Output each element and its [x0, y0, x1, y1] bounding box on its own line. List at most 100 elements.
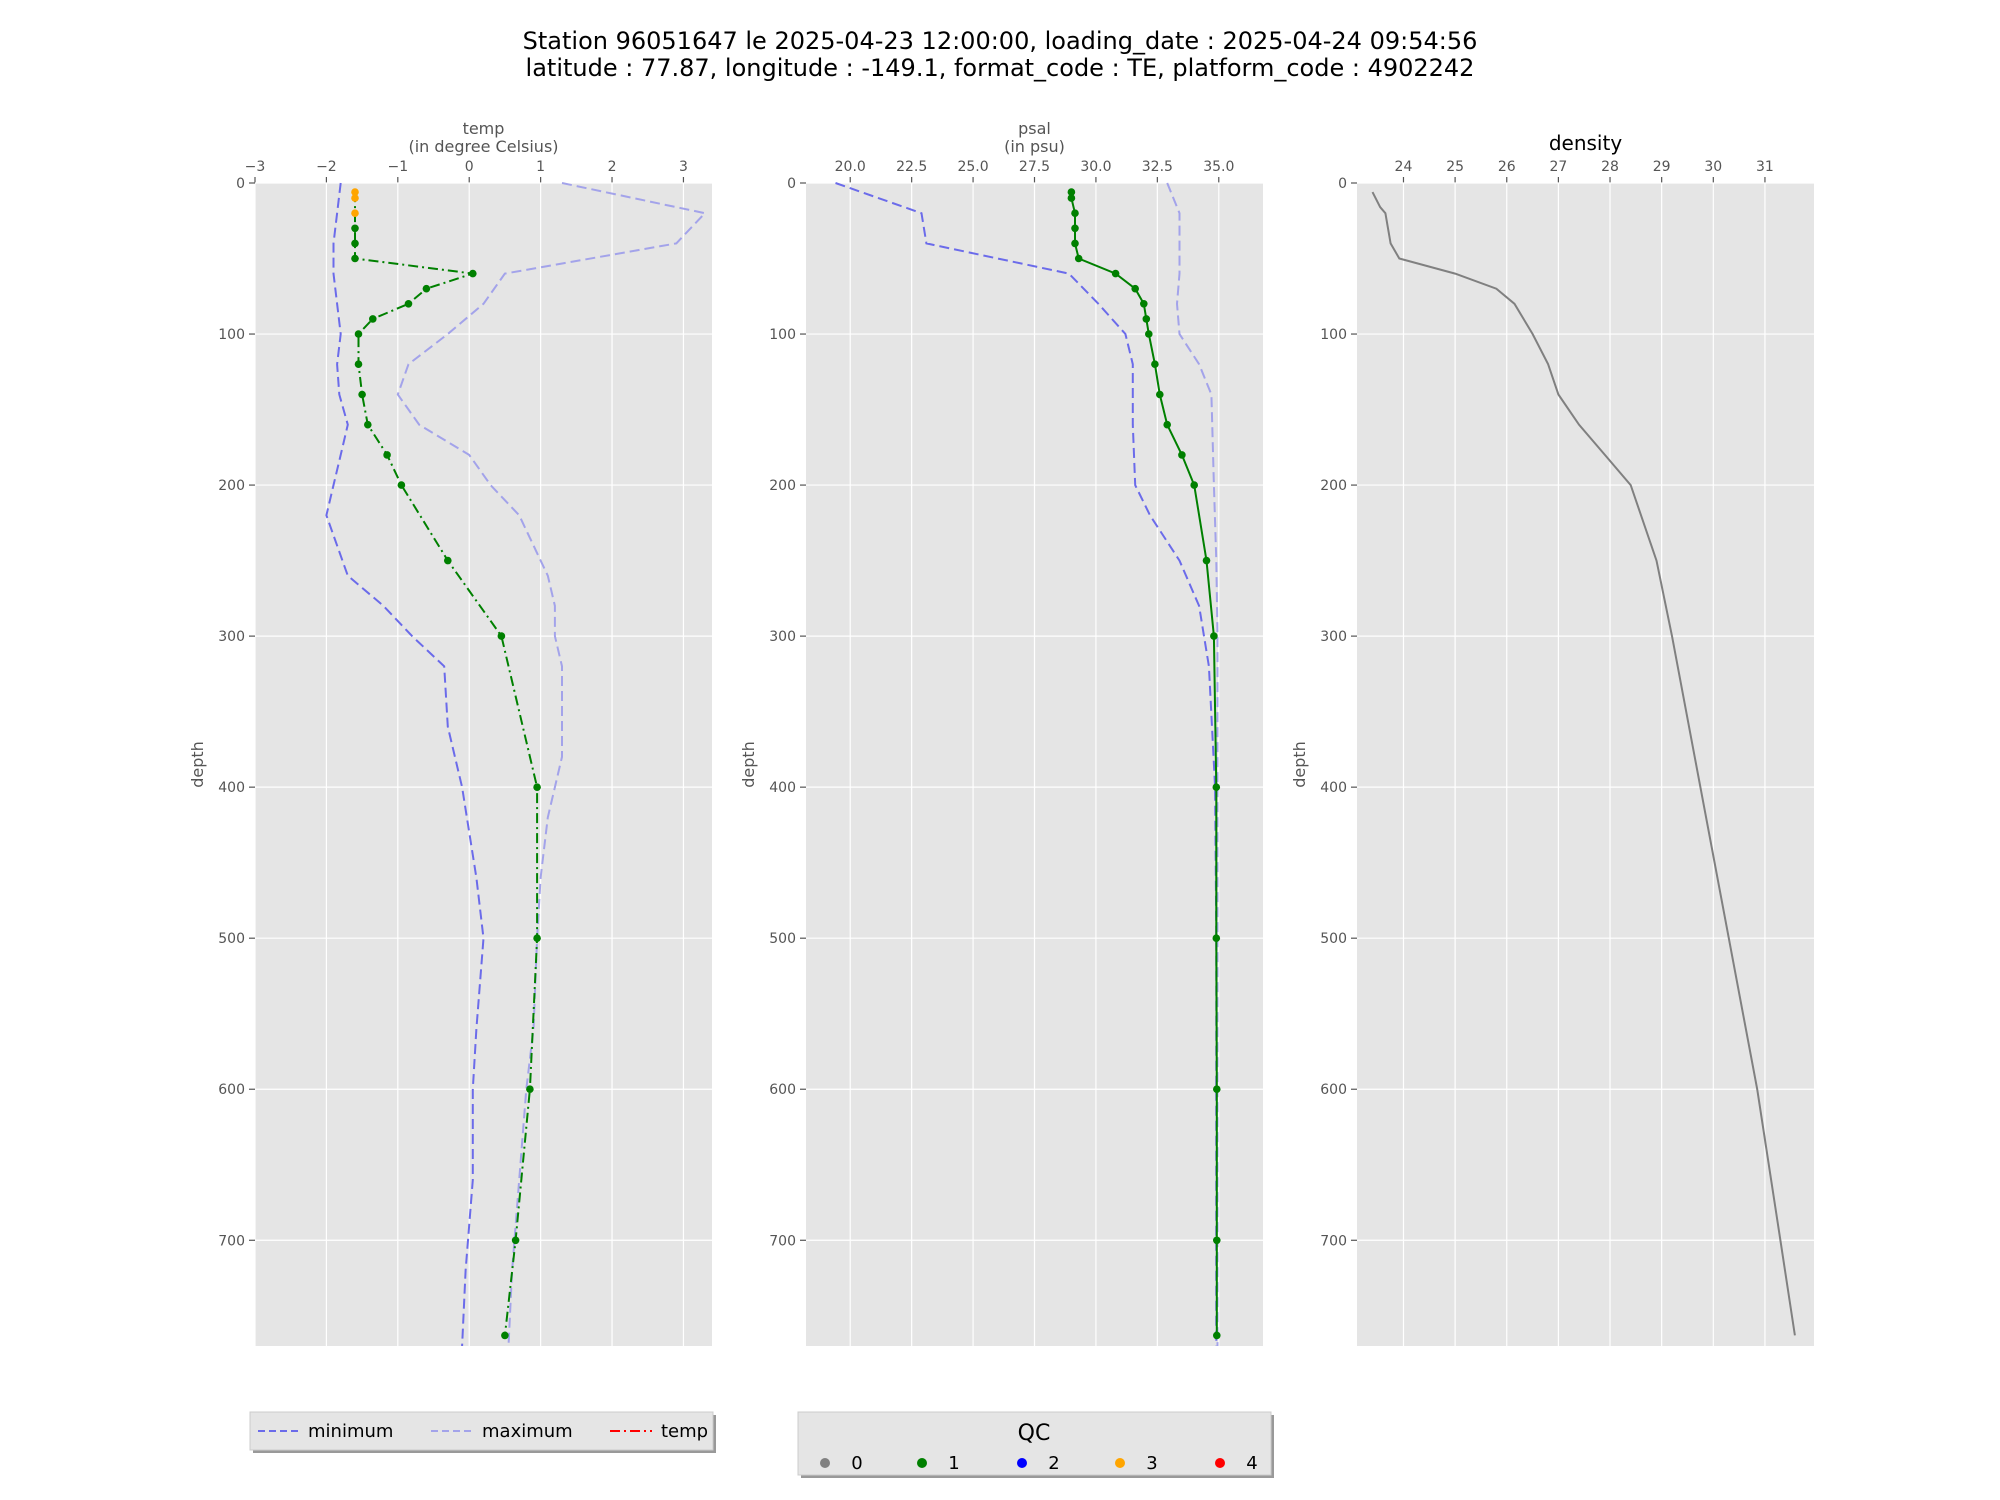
psal-series-maximum — [1166, 182, 1219, 1346]
legend-qc-marker-4 — [1215, 1458, 1225, 1468]
psal-tick-label-x: 30.0 — [1080, 159, 1111, 175]
temp-point-qc1 — [404, 300, 413, 308]
density-tick-label-y: 200 — [1320, 478, 1347, 494]
density-tick-label-x: 25 — [1446, 159, 1464, 175]
psal-point-qc1 — [1210, 632, 1218, 640]
psal-point-qc1 — [1213, 1331, 1221, 1340]
legend-lines: minimum maximum temp — [249, 1411, 716, 1453]
density-tick-label-x: 30 — [1704, 159, 1722, 175]
psal-tick-label-x: 32.5 — [1142, 159, 1173, 175]
legend-qc-marker-3 — [1115, 1458, 1125, 1468]
temp-series-minimum — [325, 182, 485, 1347]
temp-point-qc1 — [422, 284, 431, 293]
temp-tick-label-y: 300 — [218, 629, 245, 645]
temp-series-maximum — [396, 182, 707, 1347]
psal-tick-label-y: 300 — [769, 629, 796, 645]
temp-point-qc1 — [397, 481, 406, 489]
temp-tick-label-y: 0 — [236, 176, 245, 192]
density-tick-label-y: 600 — [1320, 1082, 1347, 1098]
legend-qc-label-3: 3 — [1146, 1453, 1157, 1474]
psal-point-qc1 — [1131, 284, 1139, 293]
figure-title-line2: latitude : 77.87, longitude : -149.1, fo… — [526, 54, 1475, 82]
temp-tick-label-x: −2 — [316, 159, 337, 175]
temp-tick-label-x: 1 — [536, 159, 545, 175]
psal-point-qc1 — [1202, 556, 1211, 565]
psal-tick-label-x: 22.5 — [896, 159, 927, 175]
temp-point-qc1 — [533, 783, 541, 791]
temp-axis-title: temp — [463, 119, 505, 138]
density-tick-label-y: 0 — [1338, 176, 1347, 192]
panel-psal: 20.0 22.5 25.0 27.5 30.0 32.5 35.0 0 100 200 300 40… — [739, 119, 1263, 1346]
psal-tick-label-x: 35.0 — [1203, 159, 1234, 175]
psal-axis-title: psal — [1018, 119, 1051, 138]
density-tick-label-y: 300 — [1320, 629, 1347, 645]
panel-temp: −3 −2 −1 0 1 2 3 0 100 200 300 400 500 600 700 temp(in … — [188, 119, 712, 1347]
density-tick-label-y: 700 — [1320, 1233, 1347, 1249]
temp-point-qc1 — [511, 1236, 520, 1245]
psal-tick-label-y: 200 — [769, 478, 796, 494]
legend-label-minimum: minimum — [308, 1421, 393, 1442]
psal-point-qc1 — [1213, 1085, 1221, 1093]
psal-point-qc1 — [1178, 451, 1186, 459]
legend-qc-label-2: 2 — [1048, 1453, 1059, 1474]
legend-qc-marker-1 — [917, 1458, 927, 1468]
temp-point-qc1 — [369, 315, 377, 323]
legend-label-maximum: maximum — [482, 1421, 573, 1442]
density-tick-label-x: 24 — [1395, 159, 1413, 175]
temp-tick-label-y: 500 — [218, 931, 245, 947]
psal-point-qc1 — [1212, 783, 1221, 791]
psal-point-qc1 — [1163, 420, 1171, 429]
psal-tick-label-y: 600 — [769, 1082, 796, 1098]
psal-point-qc1 — [1074, 254, 1083, 263]
temp-plot-area — [255, 183, 712, 1346]
psal-point-qc1 — [1213, 1236, 1221, 1245]
temp-tick-label-y: 100 — [218, 327, 245, 343]
temp-tick-label-x: 0 — [465, 159, 474, 175]
psal-point-qc1 — [1067, 188, 1076, 196]
legend-qc-marker-0 — [820, 1458, 830, 1468]
temp-point-qc1 — [501, 1331, 509, 1340]
density-tick-label-y: 100 — [1320, 327, 1347, 343]
psal-tick-label-y: 500 — [769, 931, 796, 947]
legend-qc-label-0: 0 — [851, 1453, 862, 1474]
psal-point-qc1 — [1071, 224, 1079, 233]
temp-point-qc3 — [351, 194, 359, 202]
temp-tick-label-y: 700 — [218, 1233, 245, 1249]
temp-point-qc1 — [533, 934, 541, 942]
psal-tick-label-y: 700 — [769, 1233, 796, 1249]
psal-point-qc1 — [1071, 209, 1079, 217]
temp-point-qc1 — [351, 254, 359, 263]
temp-point-qc1 — [351, 224, 359, 233]
temp-point-qc3 — [351, 209, 359, 217]
density-plot-area — [1357, 183, 1814, 1346]
legend-qc: QC 0 1 2 3 4 — [797, 1411, 1274, 1478]
temp-point-qc3 — [351, 188, 359, 196]
density-tick-label-x: 29 — [1653, 159, 1671, 175]
temp-point-qc1 — [383, 451, 391, 459]
psal-tick-label-y: 100 — [769, 327, 796, 343]
psal-tick-label-x: 20.0 — [835, 159, 866, 175]
density-tick-label-y: 400 — [1320, 780, 1347, 796]
temp-point-qc1 — [497, 632, 506, 640]
temp-point-qc1 — [364, 420, 372, 429]
psal-point-qc1 — [1145, 330, 1153, 338]
temp-tick-label-y: 200 — [218, 478, 245, 494]
density-tick-label-x: 31 — [1756, 159, 1774, 175]
temp-point-qc1 — [444, 556, 452, 565]
psal-point-qc1 — [1142, 315, 1151, 323]
psal-point-qc1 — [1111, 269, 1120, 278]
psal-tick-label-y: 400 — [769, 780, 796, 796]
temp-ylabel: depth — [188, 741, 207, 788]
psal-point-qc1 — [1071, 239, 1079, 248]
psal-tick-label-y: 0 — [787, 176, 796, 192]
legend-qc-title: QC — [1018, 1421, 1051, 1446]
psal-ylabel: depth — [739, 741, 758, 788]
temp-tick-label-x: 3 — [679, 159, 688, 175]
legend-qc-marker-2 — [1017, 1458, 1027, 1468]
temp-point-qc1 — [469, 269, 477, 278]
psal-series-minimum — [835, 182, 1218, 1346]
legend-qc-label-1: 1 — [948, 1453, 959, 1474]
psal-point-qc1 — [1156, 390, 1164, 399]
density-tick-label-x: 28 — [1601, 159, 1619, 175]
